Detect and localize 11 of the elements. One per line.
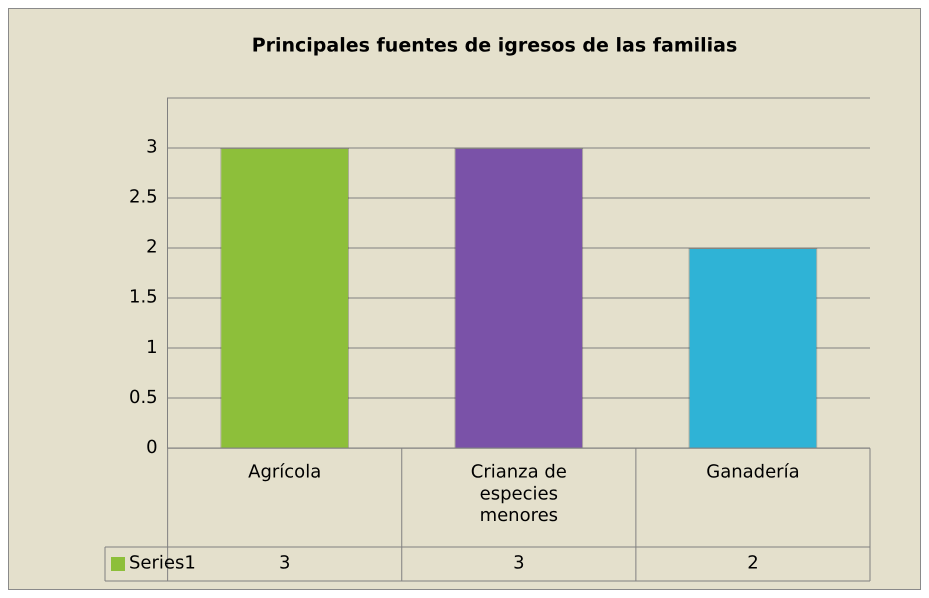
x-tick-label: Agrícola — [248, 462, 322, 483]
y-tick-label: 2 — [146, 236, 158, 258]
x-tick-label: Ganadería — [706, 462, 800, 483]
y-tick-label: 1.5 — [128, 286, 158, 308]
y-tick-label: 2.5 — [128, 186, 158, 208]
y-tick-label: 0.5 — [128, 386, 158, 408]
y-tick-label: 0 — [146, 436, 158, 458]
chart-title: Principales fuentes de igresos de las familias — [252, 34, 738, 56]
y-tick-label: 1 — [146, 336, 158, 358]
y-tick-label: 3 — [146, 136, 158, 158]
x-tick-label: Crianza de especies menores — [470, 462, 567, 526]
